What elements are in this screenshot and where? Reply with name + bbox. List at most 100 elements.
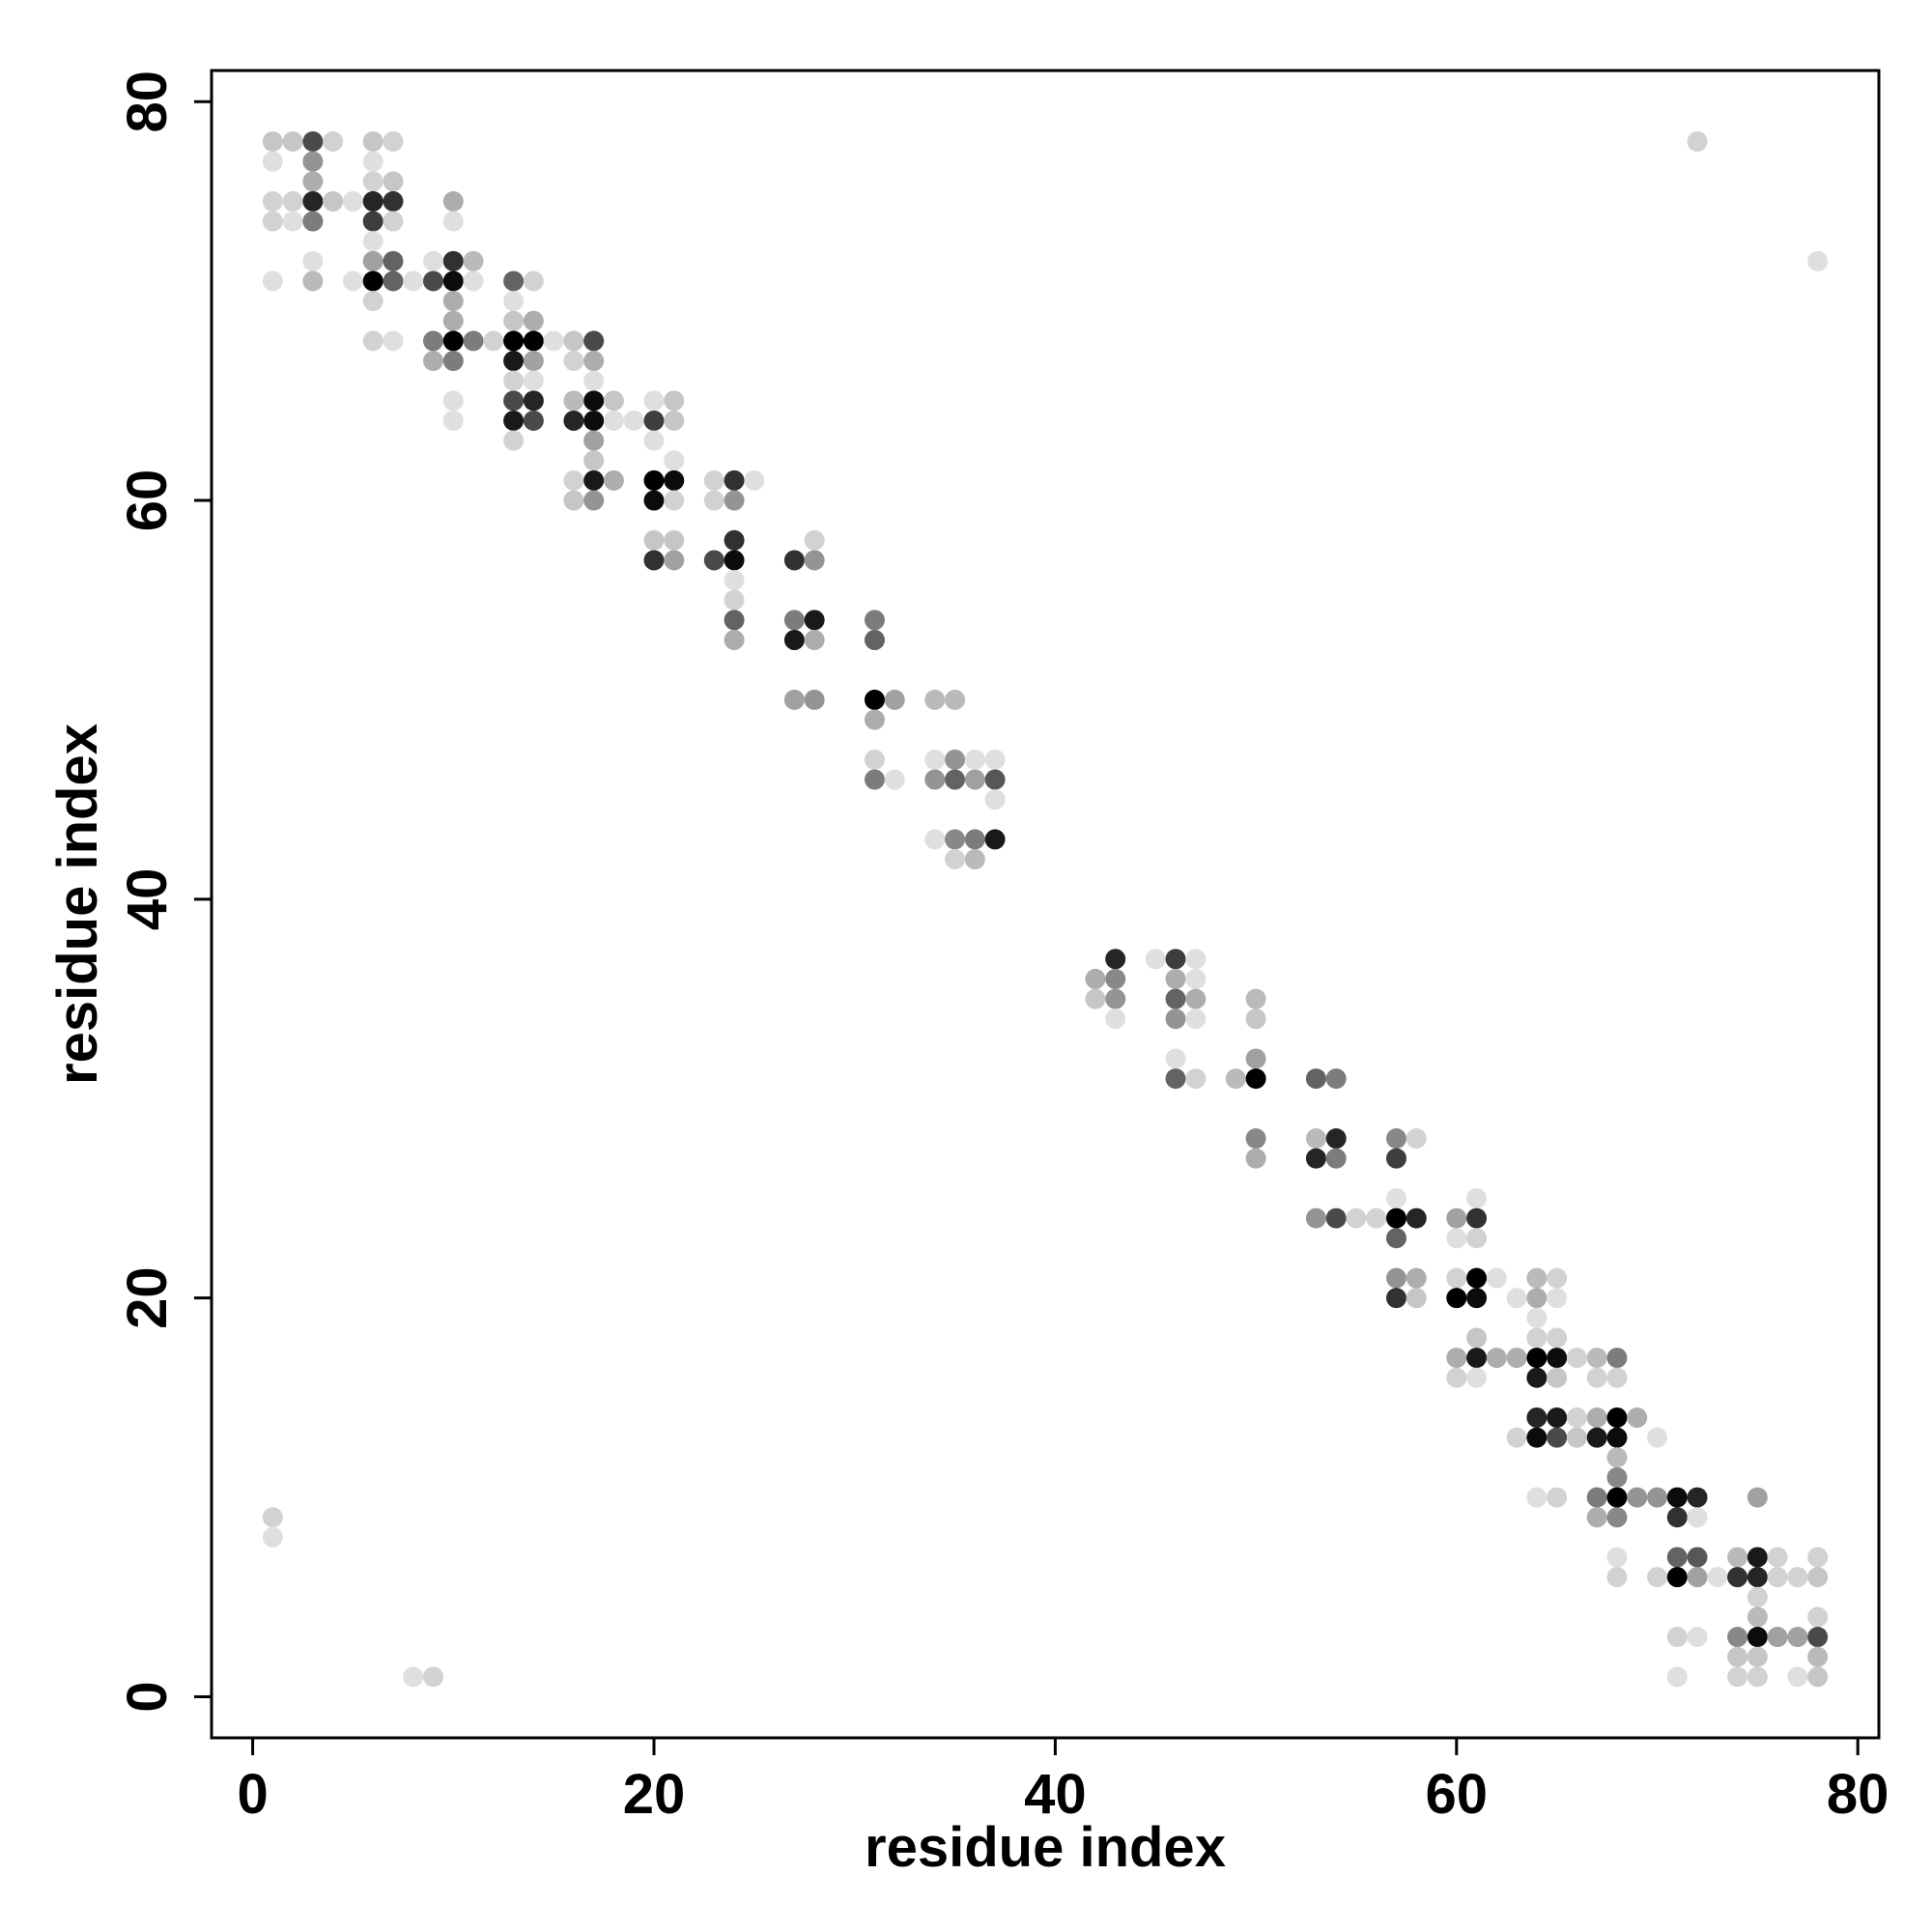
contact-point bbox=[563, 351, 584, 372]
contact-point bbox=[383, 171, 404, 192]
contact-point bbox=[1526, 1427, 1548, 1448]
contact-point bbox=[724, 610, 745, 631]
contact-point bbox=[503, 291, 525, 312]
contact-point bbox=[1646, 1427, 1667, 1448]
contact-point bbox=[1586, 1427, 1607, 1448]
contact-point bbox=[423, 351, 444, 372]
contact-point bbox=[603, 469, 624, 491]
contact-point bbox=[302, 130, 324, 152]
contact-point bbox=[924, 689, 946, 710]
contact-point bbox=[463, 250, 484, 271]
contact-point bbox=[1666, 1547, 1688, 1568]
contact-point bbox=[1646, 1487, 1667, 1508]
contact-point bbox=[282, 211, 303, 232]
contact-point bbox=[1687, 1627, 1708, 1648]
contact-point bbox=[1586, 1487, 1607, 1508]
contact-point bbox=[262, 270, 283, 292]
contact-point bbox=[1666, 1507, 1688, 1528]
contact-point bbox=[864, 630, 885, 651]
contact-point bbox=[643, 469, 665, 491]
contact-point bbox=[1185, 1009, 1207, 1030]
contact-point bbox=[984, 749, 1006, 770]
contact-point bbox=[1666, 1567, 1688, 1588]
contact-point bbox=[1747, 1586, 1768, 1607]
contact-point bbox=[523, 270, 544, 292]
contact-point bbox=[1526, 1407, 1548, 1429]
contact-point bbox=[302, 270, 324, 292]
contact-point bbox=[503, 430, 525, 451]
contact-point bbox=[724, 469, 745, 491]
contact-point bbox=[1687, 1487, 1708, 1508]
contact-point bbox=[1506, 1288, 1527, 1309]
contact-point bbox=[1566, 1407, 1587, 1429]
contact-point bbox=[664, 469, 685, 491]
contact-point bbox=[1385, 1148, 1406, 1169]
contact-point bbox=[423, 1666, 444, 1688]
contact-point bbox=[1105, 988, 1126, 1009]
contact-point bbox=[362, 270, 384, 292]
contact-point bbox=[1105, 968, 1126, 989]
contact-point bbox=[1105, 1009, 1126, 1030]
contact-point bbox=[1526, 1348, 1548, 1369]
contact-point bbox=[442, 291, 464, 312]
contact-point bbox=[563, 330, 584, 352]
contact-point bbox=[403, 1666, 424, 1688]
contact-point bbox=[563, 490, 584, 511]
contact-point bbox=[1547, 1367, 1568, 1388]
contact-point bbox=[964, 749, 985, 770]
contact-point bbox=[1807, 1606, 1829, 1628]
contact-point bbox=[664, 550, 685, 571]
contact-point bbox=[1406, 1128, 1427, 1150]
contact-point bbox=[864, 610, 885, 631]
contact-point bbox=[1807, 1567, 1829, 1588]
contact-point bbox=[1385, 1208, 1406, 1229]
contact-point bbox=[1787, 1627, 1808, 1648]
contact-point bbox=[503, 410, 525, 431]
y-tick-label: 0 bbox=[116, 1681, 179, 1712]
contact-point bbox=[1606, 1367, 1628, 1388]
contact-point bbox=[724, 529, 745, 551]
contact-point bbox=[1646, 1567, 1667, 1588]
contact-point bbox=[383, 130, 404, 152]
contact-point bbox=[383, 270, 404, 292]
contact-point bbox=[1547, 1327, 1568, 1349]
contact-point bbox=[302, 151, 324, 172]
contact-point bbox=[724, 589, 745, 611]
contact-point bbox=[1547, 1348, 1568, 1369]
contact-point bbox=[1547, 1267, 1568, 1289]
contact-point bbox=[1747, 1487, 1768, 1508]
contact-point bbox=[1727, 1567, 1748, 1588]
contact-point bbox=[1606, 1466, 1628, 1488]
contact-point bbox=[1727, 1646, 1748, 1667]
contact-point bbox=[1627, 1487, 1648, 1508]
contact-point bbox=[603, 390, 624, 412]
contact-point bbox=[563, 410, 584, 431]
contact-point bbox=[1547, 1487, 1568, 1508]
contact-point bbox=[483, 330, 504, 352]
contact-point bbox=[1185, 949, 1207, 970]
contact-point bbox=[1466, 1228, 1488, 1249]
contact-point bbox=[643, 430, 665, 451]
contact-point bbox=[744, 469, 765, 491]
contact-point bbox=[523, 370, 544, 391]
contact-point bbox=[1305, 1148, 1326, 1169]
contact-point bbox=[262, 211, 283, 232]
contact-point bbox=[523, 410, 544, 431]
contact-point bbox=[1627, 1407, 1648, 1429]
contact-point bbox=[1325, 1128, 1347, 1150]
contact-point bbox=[1566, 1427, 1587, 1448]
contact-point bbox=[924, 829, 946, 850]
contact-point bbox=[1586, 1348, 1607, 1369]
contact-point bbox=[724, 630, 745, 651]
contact-point bbox=[423, 330, 444, 352]
contact-point bbox=[583, 410, 605, 431]
contact-point bbox=[362, 171, 384, 192]
contact-point bbox=[1466, 1327, 1488, 1349]
contact-point bbox=[1526, 1367, 1548, 1388]
contact-point bbox=[1385, 1267, 1406, 1289]
contact-point bbox=[1245, 1048, 1266, 1069]
contact-point bbox=[1807, 1666, 1829, 1688]
contact-point bbox=[724, 550, 745, 571]
contact-point bbox=[804, 689, 825, 710]
contact-point bbox=[864, 749, 885, 770]
